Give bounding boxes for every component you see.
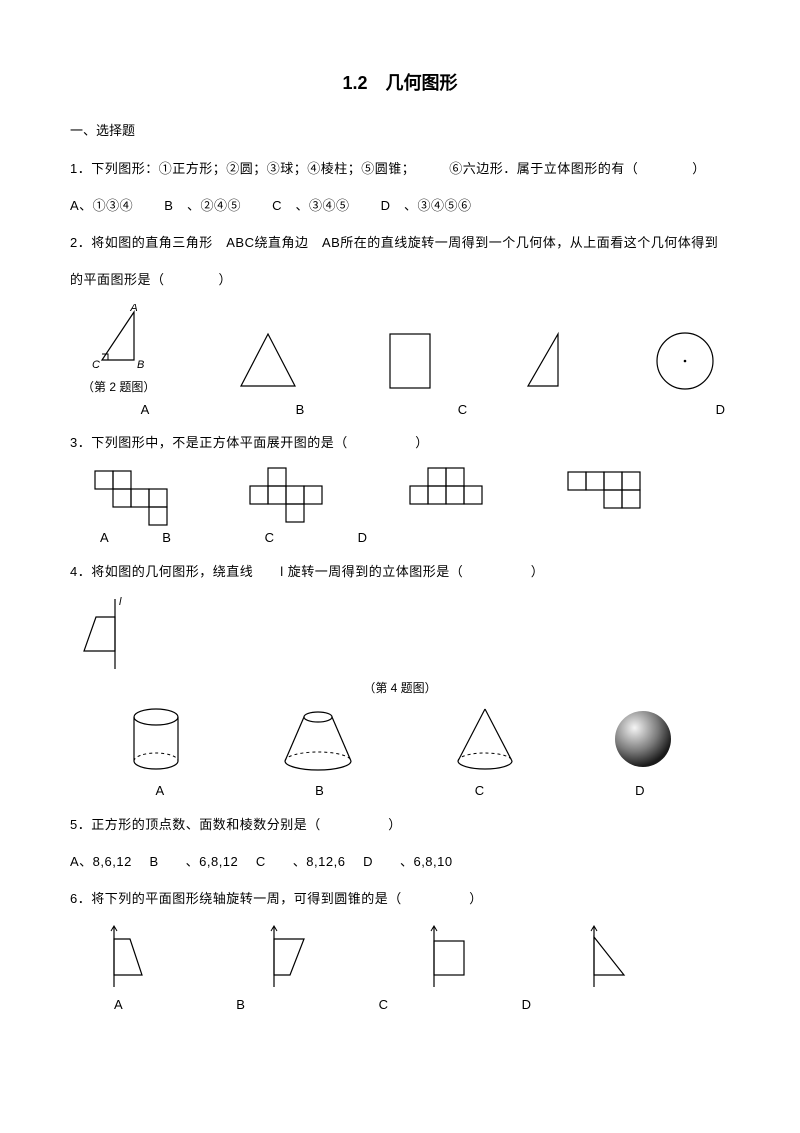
frustum-icon (273, 703, 363, 775)
cube-net-d-icon (560, 466, 670, 526)
q4-option-letters: A B C D (80, 781, 720, 801)
q5-optB: B 、6,8,12 (149, 854, 238, 869)
q3-letter-b: B (162, 528, 171, 548)
q1-optB: B 、②④⑤ (164, 198, 241, 213)
question-3: 3．下列图形中，不是正方体平面展开图的是（ ） (70, 429, 730, 456)
svg-text:l: l (119, 596, 122, 608)
q2-letter-b: B (220, 400, 380, 420)
q2-letter-c: C (380, 400, 545, 420)
q3-letter-a: A (100, 528, 109, 548)
q2-option-a-figure (233, 326, 303, 396)
question-2-line1: 2．将如图的直角三角形 ABC绕直角边 AB所在的直线旋转一周得到一个几何体，从… (70, 229, 730, 256)
svg-text:C: C (92, 359, 100, 371)
q4-figure-caption: （第 4 题图） (70, 679, 730, 697)
question-1-options: A、①③④ B 、②④⑤ C 、③④⑤ D 、③④⑤⑥ (70, 192, 730, 219)
triangle-abc-icon: A B C (84, 304, 154, 374)
right-triangle-icon (518, 326, 573, 396)
cube-net-a-icon (90, 466, 190, 526)
q6-letter-a: A (114, 995, 123, 1015)
cone-icon (445, 703, 525, 775)
q6-letter-d: D (522, 995, 531, 1015)
q2-option-letters: A B C D (70, 400, 730, 420)
svg-text:B: B (137, 359, 144, 371)
q4-letter-a: A (155, 781, 164, 801)
q6-letter-c: C (379, 995, 388, 1015)
axis-parallelogram-icon (260, 923, 320, 993)
q6-option-letters: A B C D (114, 995, 730, 1015)
question-1: 1．下列图形：①正方形；②圆；③球；④棱柱；⑤圆锥； ⑥六边形．属于立体图形的有… (70, 155, 730, 182)
section-heading: 一、选择题 (70, 121, 730, 141)
cube-net-c-icon (400, 466, 510, 526)
q3-figure-row (90, 466, 730, 526)
isoceles-triangle-icon (233, 326, 303, 396)
page-title: 1.2 几何图形 (70, 70, 730, 97)
q1-optA: A、①③④ (70, 198, 133, 213)
question-5: 5．正方形的顶点数、面数和棱数分别是（ ） (70, 811, 730, 838)
q3-letter-d: D (358, 528, 367, 548)
q1-optC: C 、③④⑤ (272, 198, 349, 213)
q4-letter-d: D (635, 781, 644, 801)
sphere-icon (607, 703, 679, 775)
cube-net-b-icon (240, 466, 350, 526)
q3-letter-c: C (265, 528, 274, 548)
axis-trapezoid-icon (100, 923, 160, 993)
q2-option-c-figure (518, 326, 573, 396)
q6-letter-b: B (236, 995, 245, 1015)
axis-triangle-icon (580, 923, 640, 993)
q2-option-d-figure (650, 326, 720, 396)
cylinder-icon (121, 703, 191, 775)
question-5-options: A、8,6,12 B 、6,8,12 C 、8,12,6 D 、6,8,10 (70, 848, 730, 875)
question-6: 6．将下列的平面图形绕轴旋转一周，可得到圆锥的是（ ） (70, 885, 730, 912)
q4-given-figure: l （第 4 题图） (70, 595, 730, 697)
q5-optD: D 、6,8,10 (363, 854, 453, 869)
q4-letter-b: B (315, 781, 324, 801)
q2-letter-d: D (545, 400, 725, 420)
q5-optC: C 、8,12,6 (256, 854, 346, 869)
rectangle-icon (380, 326, 440, 396)
trapezoid-axis-icon: l (70, 595, 150, 675)
q1-optD: D 、③④⑤⑥ (381, 198, 472, 213)
question-2-line2: 的平面图形是（ ） (70, 266, 730, 293)
axis-rectangle-icon (420, 923, 480, 993)
q5-optA: A、8,6,12 (70, 854, 132, 869)
q3-option-letters: A B C D (100, 528, 730, 548)
q2-given-figure: A B C （第 2 题图） (82, 304, 155, 396)
question-4: 4．将如图的几何图形，绕直线 l 旋转一周得到的立体图形是（ ） (70, 558, 730, 585)
q2-letter-a: A (70, 400, 220, 420)
svg-text:A: A (129, 304, 137, 314)
circle-dot-icon (650, 326, 720, 396)
q2-figure-row: A B C （第 2 题图） (82, 304, 730, 396)
q2-figure-caption: （第 2 题图） (82, 378, 155, 396)
q2-option-b-figure (380, 326, 440, 396)
q6-figure-row (100, 923, 730, 993)
q4-letter-c: C (475, 781, 484, 801)
q4-figure-row (80, 703, 720, 775)
